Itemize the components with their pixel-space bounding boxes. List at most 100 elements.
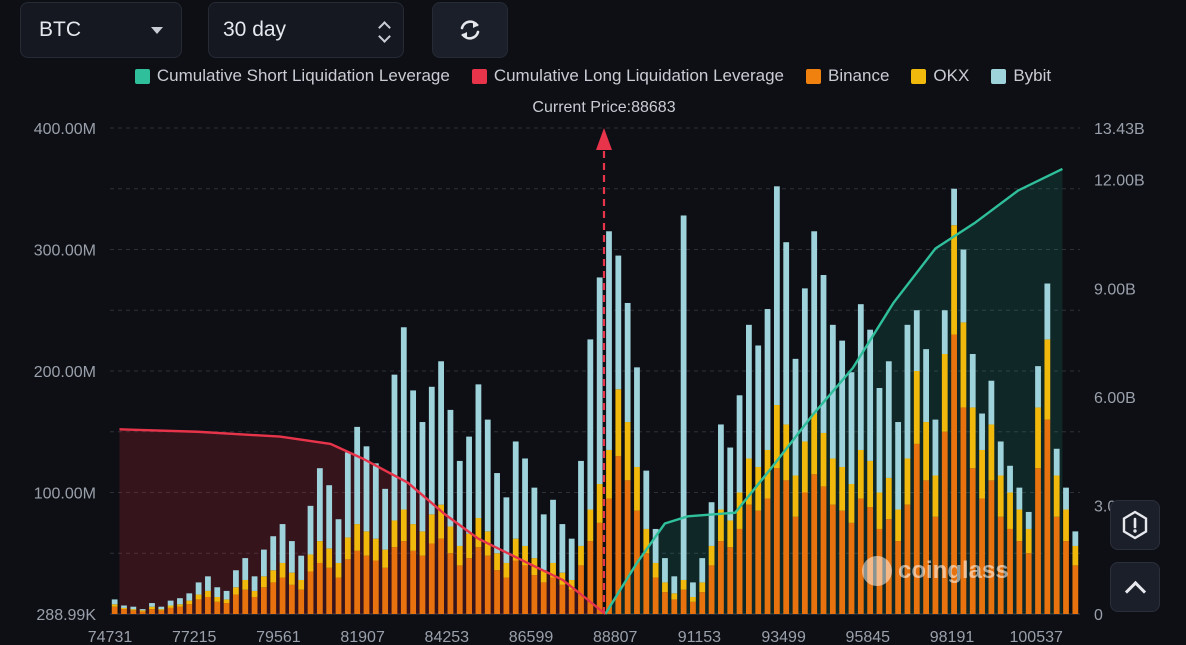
bar-okx <box>662 582 668 593</box>
bar-okx <box>223 599 230 604</box>
x-tick-label: 81907 <box>340 629 385 645</box>
bar-okx <box>419 531 426 556</box>
x-tick-label: 74731 <box>88 629 133 645</box>
bar-bybit <box>438 361 444 505</box>
legend-swatch <box>471 68 487 84</box>
bar-okx <box>941 353 948 432</box>
bar-bybit <box>680 215 687 580</box>
bar-okx <box>456 545 463 566</box>
bar-okx <box>839 466 846 511</box>
bar-bybit <box>1016 487 1023 510</box>
bar-bybit <box>447 409 454 527</box>
bar-binance <box>456 565 463 614</box>
bar-binance <box>932 516 939 614</box>
bar-binance <box>158 610 165 614</box>
bar-binance <box>662 592 668 614</box>
current-price-label: Current Price:88683 <box>532 99 675 116</box>
range-select-value: 30 day <box>223 18 287 41</box>
scroll-top-button[interactable] <box>1110 562 1160 612</box>
bar-binance <box>979 498 985 614</box>
bar-binance <box>699 592 706 614</box>
bar-bybit <box>559 524 566 573</box>
bar-bybit <box>997 441 1004 476</box>
bar-bybit <box>177 598 183 605</box>
bar-bybit <box>568 538 575 580</box>
bar-okx <box>1035 407 1041 469</box>
bar-binance <box>484 555 491 614</box>
bar-okx <box>335 562 342 578</box>
bar-bybit <box>261 549 267 577</box>
bar-bybit <box>662 558 668 583</box>
bar-bybit <box>867 329 874 461</box>
bar-bybit <box>876 388 883 493</box>
bar-okx <box>279 562 286 578</box>
bar-okx <box>391 520 398 548</box>
bar-okx <box>466 533 472 559</box>
bar-binance <box>419 555 426 614</box>
bar-binance <box>857 498 864 614</box>
bar-okx <box>708 545 715 566</box>
bar-okx <box>857 449 864 499</box>
alert-button[interactable] <box>1110 500 1160 550</box>
bar-okx <box>111 604 118 607</box>
bar-okx <box>372 538 379 561</box>
bar-okx <box>550 562 556 578</box>
chevron-down-icon <box>151 26 163 34</box>
bar-binance <box>326 567 333 614</box>
legend-swatch <box>911 68 927 84</box>
bar-okx <box>214 596 221 602</box>
bar-bybit <box>223 590 230 600</box>
x-tick-label: 84253 <box>425 629 470 645</box>
bar-bybit <box>158 606 165 610</box>
legend-item-binance[interactable]: Binance <box>805 66 889 86</box>
bar-binance <box>540 582 547 614</box>
bar-bybit <box>419 422 426 532</box>
bar-binance <box>512 560 519 614</box>
bar-okx <box>606 449 612 499</box>
legend-item-short[interactable]: Cumulative Short Liquidation Leverage <box>134 66 450 86</box>
bar-binance <box>736 528 743 614</box>
bar-okx <box>951 225 957 335</box>
bar-okx <box>783 424 790 481</box>
bar-binance <box>1025 553 1032 614</box>
bar-bybit <box>186 593 193 601</box>
bar-bybit <box>195 582 202 595</box>
bar-binance <box>829 504 836 614</box>
bar-okx <box>316 541 323 563</box>
bar-okx <box>811 413 818 475</box>
bar-binance <box>839 510 846 614</box>
bar-okx <box>988 424 995 481</box>
bar-bybit <box>354 426 361 525</box>
legend-item-bybit[interactable]: Bybit <box>991 66 1051 86</box>
bar-bybit <box>335 519 342 563</box>
bar-bybit <box>466 436 472 534</box>
bar-binance <box>801 492 808 614</box>
y-left-tick-label: 200.00M <box>34 364 96 381</box>
legend-item-okx[interactable]: OKX <box>911 66 969 86</box>
legend-item-long[interactable]: Cumulative Long Liquidation Leverage <box>471 66 784 86</box>
bar-bybit <box>979 413 985 450</box>
bar-bybit <box>895 422 902 510</box>
bar-binance <box>624 480 631 614</box>
bar-bybit <box>923 349 929 423</box>
coin-select[interactable]: BTC <box>20 2 182 58</box>
bar-okx <box>354 524 361 551</box>
bar-bybit <box>316 468 323 542</box>
x-tick-label: 86599 <box>509 629 554 645</box>
bar-okx <box>578 545 584 566</box>
bar-okx <box>643 528 650 554</box>
bar-okx <box>540 570 547 583</box>
y-right-tick-label: 13.43B <box>1094 121 1145 138</box>
bar-okx <box>186 600 193 605</box>
range-select[interactable]: 30 day <box>208 2 404 58</box>
bar-okx <box>634 466 640 511</box>
bar-okx <box>251 590 258 597</box>
refresh-button[interactable] <box>432 2 508 58</box>
bar-binance <box>997 516 1004 614</box>
bar-bybit <box>885 361 892 478</box>
bar-bybit <box>149 603 155 607</box>
bar-binance <box>1072 565 1079 614</box>
bar-okx <box>494 553 500 571</box>
bar-bybit <box>643 470 650 529</box>
bar-binance <box>251 596 258 614</box>
